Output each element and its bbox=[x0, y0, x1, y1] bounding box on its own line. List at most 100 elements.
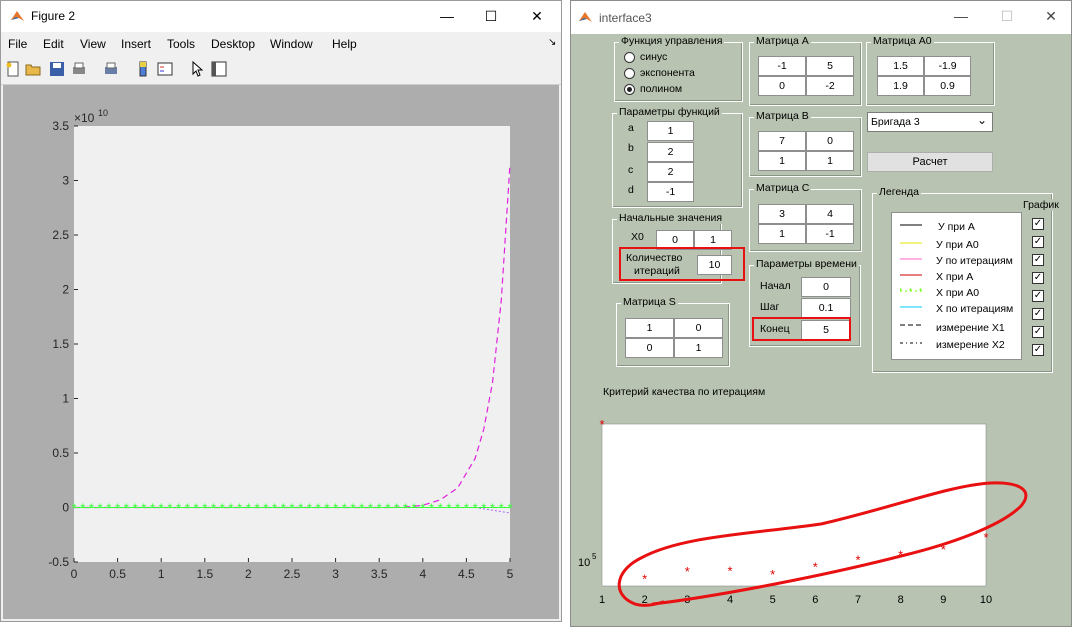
matrix-a0-cell[interactable]: -1.9 bbox=[924, 56, 971, 76]
x0-input-2[interactable]: 1 bbox=[694, 230, 732, 250]
menu-desktop[interactable]: Desktop bbox=[211, 37, 256, 51]
legend-star-marker: * bbox=[919, 287, 922, 296]
matrix-s-cell[interactable]: 0 bbox=[674, 318, 723, 338]
dock-arrow-icon[interactable]: ↘ bbox=[548, 37, 557, 48]
matrix-s-cell[interactable]: 1 bbox=[625, 318, 674, 338]
checkbox-x-a[interactable]: ✓ bbox=[1032, 272, 1044, 284]
matlab-logo-icon bbox=[579, 12, 592, 22]
menu-tools[interactable]: Tools bbox=[167, 37, 196, 51]
calculate-button[interactable]: Расчет bbox=[867, 152, 993, 172]
menu-insert[interactable]: Insert bbox=[121, 37, 152, 51]
data-point: * bbox=[473, 501, 478, 516]
legend-label-x-a: X при A bbox=[936, 271, 974, 283]
radio-exponent[interactable] bbox=[624, 68, 635, 79]
pointer-icon[interactable] bbox=[189, 61, 205, 77]
interface3-window: interface3 — ☐ ✕ Функция управления сину… bbox=[570, 0, 1072, 627]
panel-title: Начальные значения bbox=[617, 212, 725, 224]
y-tick-label: 3.5 bbox=[52, 119, 69, 133]
matrix-c-panel: Матрица C 3 4 1 -1 bbox=[749, 182, 862, 252]
checkbox-x-iter[interactable]: ✓ bbox=[1032, 308, 1044, 320]
matrix-b-cell[interactable]: 1 bbox=[758, 151, 806, 171]
checkbox-y-a[interactable]: ✓ bbox=[1032, 218, 1044, 230]
checkbox-measure-x1[interactable]: ✓ bbox=[1032, 326, 1044, 338]
legend-panel: Легенда График * * * У при A У при A0 У … bbox=[872, 186, 1059, 373]
time-start-input[interactable]: 0 bbox=[801, 277, 851, 297]
print-preview-icon[interactable] bbox=[103, 61, 119, 77]
data-point: * bbox=[272, 501, 277, 516]
matrix-b-cell[interactable]: 1 bbox=[806, 151, 854, 171]
menu-edit[interactable]: Edit bbox=[43, 37, 64, 51]
brigade-select[interactable]: Бригада 3 ⌄ bbox=[867, 112, 993, 132]
matrix-a-panel: Матрица A -1 5 0 -2 bbox=[749, 35, 862, 106]
legend-label-y-a: У при A bbox=[938, 221, 975, 233]
param-d-input[interactable]: -1 bbox=[647, 182, 694, 202]
exponent-label: ×10 bbox=[74, 111, 95, 125]
menu-window[interactable]: Window bbox=[270, 37, 313, 51]
maximize-button[interactable]: ☐ bbox=[484, 8, 498, 24]
iterations-input[interactable]: 10 bbox=[697, 255, 732, 275]
figure-2-chart[interactable]: 0 0.5 1 1.5 2 2.5 3 3.5 4 4.5 5-0.500.511.522.533.… bbox=[3, 85, 559, 619]
matrix-s-cell[interactable]: 0 bbox=[625, 338, 674, 358]
matrix-a-cell[interactable]: -1 bbox=[758, 56, 806, 76]
new-figure-icon[interactable] bbox=[5, 61, 21, 77]
checkbox-y-a0[interactable]: ✓ bbox=[1032, 236, 1044, 248]
x-tick-label: 3.5 bbox=[371, 567, 388, 581]
data-point: * bbox=[124, 501, 129, 516]
minimize-button[interactable]: — bbox=[440, 8, 454, 24]
menu-view[interactable]: View bbox=[80, 37, 106, 51]
interface-title: interface3 bbox=[599, 11, 652, 25]
x0-input-1[interactable]: 0 bbox=[656, 230, 694, 250]
save-icon[interactable] bbox=[49, 61, 65, 77]
radio-polynom[interactable] bbox=[624, 84, 635, 95]
iterations-highlight bbox=[619, 247, 745, 281]
data-point: * bbox=[281, 501, 286, 516]
radio-sine[interactable] bbox=[624, 52, 635, 63]
print-icon[interactable] bbox=[71, 61, 87, 77]
param-a-input[interactable]: 1 bbox=[647, 121, 694, 141]
data-point: * bbox=[220, 501, 225, 516]
matrix-a0-cell[interactable]: 1.9 bbox=[877, 76, 924, 96]
data-point: * bbox=[412, 501, 417, 516]
matrix-a-cell[interactable]: -2 bbox=[806, 76, 854, 96]
checkbox-x-a0[interactable]: ✓ bbox=[1032, 290, 1044, 302]
minimize-button[interactable]: — bbox=[954, 8, 968, 24]
initial-values-panel: Начальные значения X0 0 1 Количество ите… bbox=[612, 212, 732, 284]
matrix-s-cell[interactable]: 1 bbox=[674, 338, 723, 358]
property-editor-icon[interactable] bbox=[211, 61, 227, 77]
time-step-input[interactable]: 0.1 bbox=[801, 298, 851, 318]
close-button[interactable]: ✕ bbox=[1045, 8, 1057, 24]
matrix-c-cell[interactable]: 3 bbox=[758, 204, 806, 224]
x-tick-label: 9 bbox=[940, 594, 946, 606]
matrix-c-cell[interactable]: 1 bbox=[758, 224, 806, 244]
param-b-input[interactable]: 2 bbox=[647, 142, 694, 162]
matrix-a-cell[interactable]: 5 bbox=[806, 56, 854, 76]
matrix-a0-cell[interactable]: 0.9 bbox=[924, 76, 971, 96]
matrix-c-cell[interactable]: 4 bbox=[806, 204, 854, 224]
data-point: * bbox=[685, 564, 690, 579]
menu-help[interactable]: Help bbox=[332, 37, 357, 51]
matrix-c-cell[interactable]: -1 bbox=[806, 224, 854, 244]
matrix-a-cell[interactable]: 0 bbox=[758, 76, 806, 96]
colorbar-icon[interactable] bbox=[135, 61, 151, 77]
radio-label-polynom: полином bbox=[640, 83, 683, 95]
menu-file[interactable]: File bbox=[8, 37, 28, 51]
param-c-input[interactable]: 2 bbox=[647, 162, 694, 182]
open-icon[interactable] bbox=[25, 61, 41, 77]
panel-title: Матрица A bbox=[754, 35, 811, 47]
data-point: * bbox=[255, 501, 260, 516]
close-button[interactable]: ✕ bbox=[531, 8, 543, 24]
annotation-loop bbox=[617, 481, 1028, 607]
data-point: * bbox=[941, 542, 946, 557]
checkbox-measure-x2[interactable]: ✓ bbox=[1032, 344, 1044, 356]
x-tick-label: 5 bbox=[507, 567, 514, 581]
legend-icon[interactable] bbox=[157, 61, 173, 77]
matrix-b-cell[interactable]: 0 bbox=[806, 131, 854, 151]
matrix-a0-cell[interactable]: 1.5 bbox=[877, 56, 924, 76]
param-d-label: d bbox=[628, 184, 634, 196]
matrix-b-cell[interactable]: 7 bbox=[758, 131, 806, 151]
checkbox-y-iter[interactable]: ✓ bbox=[1032, 254, 1044, 266]
y-tick-power: 5 bbox=[592, 552, 597, 561]
x-tick-label: 2 bbox=[642, 594, 648, 606]
maximize-button[interactable]: ☐ bbox=[1000, 8, 1014, 24]
